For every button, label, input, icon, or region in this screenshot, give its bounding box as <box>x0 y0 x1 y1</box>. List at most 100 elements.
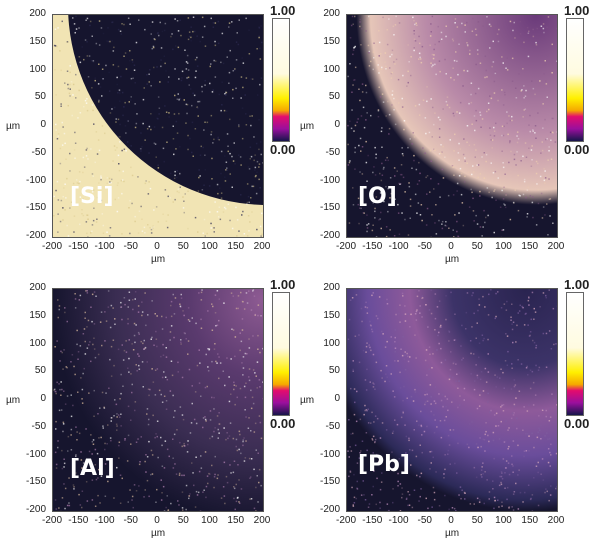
x-tick-label: -50 <box>123 515 138 526</box>
y-tick-label: -150 <box>25 202 46 214</box>
y-axis-unit: µm <box>300 395 315 406</box>
x-tick-label: -100 <box>94 241 115 252</box>
y-axis-unit: µm <box>6 395 21 406</box>
x-tick-label: -150 <box>362 515 383 526</box>
y-tick-label: -150 <box>319 476 340 488</box>
x-tick-label: 150 <box>521 515 539 526</box>
y-tick-label: 50 <box>328 365 340 377</box>
x-tick-label: 100 <box>201 515 218 526</box>
o-halo <box>347 15 557 237</box>
x-tick-label: 0 <box>448 515 454 526</box>
x-tick-label: 100 <box>201 241 218 252</box>
x-tick-label: -200 <box>335 515 356 526</box>
colorbar-min-label: 0.00 <box>564 416 589 431</box>
y-tick-label: -150 <box>25 476 46 488</box>
x-tick-label: 50 <box>177 241 189 252</box>
x-tick-label: -100 <box>94 515 115 526</box>
x-tick-label: 200 <box>547 515 565 526</box>
y-tick-label: -100 <box>25 174 46 186</box>
x-axis-unit: µm <box>151 254 166 265</box>
colorbar-min-label: 0.00 <box>270 142 296 157</box>
y-tick-label: 0 <box>40 393 46 404</box>
al-map-panel: 200 150 100 50 0 -50 -100 -150 -200 µm -200 -150 -10… <box>0 274 296 548</box>
y-axis-unit: µm <box>6 121 21 132</box>
noise-speckle <box>347 289 557 511</box>
x-tick-label: -50 <box>123 241 138 252</box>
element-map <box>346 14 558 238</box>
element-label: [O] <box>358 184 397 209</box>
map-image <box>347 15 557 237</box>
colorbar-min-label: 0.00 <box>564 142 589 157</box>
y-tick-label: -50 <box>325 420 340 432</box>
colorbar-min-label: 0.00 <box>270 416 296 431</box>
y-tick-label: 200 <box>323 282 340 293</box>
x-tick-label: -100 <box>388 241 409 252</box>
x-tick-label: 0 <box>448 241 454 252</box>
colorbar-max-label: 1.00 <box>270 3 296 18</box>
y-tick-label: 100 <box>323 337 340 349</box>
y-tick-label: -50 <box>31 146 46 158</box>
x-axis-unit: µm <box>151 528 166 539</box>
x-tick-label: 200 <box>253 241 271 252</box>
map-image <box>53 15 263 237</box>
element-label: [Al] <box>70 456 115 481</box>
x-tick-label: -200 <box>41 515 62 526</box>
y-tick-label: -100 <box>25 448 46 460</box>
y-tick-label: 0 <box>40 119 46 130</box>
x-tick-label: 150 <box>521 241 539 252</box>
map-image <box>53 289 263 511</box>
pb-ring <box>347 289 557 511</box>
y-tick-label: 100 <box>29 337 46 349</box>
colorbar-max-label: 1.00 <box>564 277 589 292</box>
y-tick-label: -200 <box>319 230 340 241</box>
x-axis-unit: µm <box>445 254 460 265</box>
y-tick-label: -100 <box>319 174 340 186</box>
element-label: [Pb] <box>358 452 410 477</box>
x-tick-label: 200 <box>547 241 565 252</box>
colorbar <box>566 292 584 416</box>
x-tick-label: 100 <box>495 515 512 526</box>
y-tick-label: 150 <box>29 309 46 321</box>
x-tick-label: -50 <box>417 515 432 526</box>
x-tick-label: -150 <box>68 241 89 252</box>
pb-map-panel: 200 150 100 50 0 -50 -100 -150 -200 µm -200 -150 -10… <box>294 274 589 548</box>
y-tick-label: 0 <box>334 393 340 404</box>
x-tick-label: 0 <box>154 515 160 526</box>
x-tick-label: 50 <box>471 515 483 526</box>
colorbar <box>566 18 584 142</box>
y-tick-label: 200 <box>29 282 46 293</box>
map-image <box>347 289 557 511</box>
element-map <box>52 288 264 512</box>
x-tick-label: 0 <box>154 241 160 252</box>
noise-speckle <box>53 15 263 237</box>
x-tick-label: -200 <box>335 241 356 252</box>
colorbar <box>272 292 290 416</box>
noise-speckle <box>53 289 263 511</box>
y-tick-label: 50 <box>34 91 46 103</box>
x-tick-label: -50 <box>417 241 432 252</box>
element-map <box>52 14 264 238</box>
x-tick-label: -100 <box>388 515 409 526</box>
y-tick-label: 150 <box>323 309 340 321</box>
y-tick-label: 150 <box>323 35 340 47</box>
y-tick-label: -150 <box>319 202 340 214</box>
y-tick-label: -50 <box>31 420 46 432</box>
y-tick-label: 50 <box>328 91 340 103</box>
dark-disk <box>68 15 263 205</box>
x-tick-label: 50 <box>177 515 189 526</box>
y-tick-label: 100 <box>29 63 46 75</box>
x-tick-label: -150 <box>68 515 89 526</box>
o-map-panel: 200 150 100 50 0 -50 -100 -150 -200 µm -200 -150 -10… <box>294 0 589 274</box>
y-tick-label: -200 <box>25 230 46 241</box>
colorbar-max-label: 1.00 <box>270 277 296 292</box>
colorbar-max-label: 1.00 <box>564 3 589 18</box>
x-tick-label: 150 <box>227 515 245 526</box>
x-tick-label: 100 <box>495 241 512 252</box>
y-tick-label: 50 <box>34 365 46 377</box>
colorbar <box>272 18 290 142</box>
y-tick-label: -200 <box>25 504 46 515</box>
noise-speckle <box>347 15 557 237</box>
x-tick-label: -150 <box>362 241 383 252</box>
y-tick-label: -200 <box>319 504 340 515</box>
y-tick-label: 200 <box>29 8 46 19</box>
